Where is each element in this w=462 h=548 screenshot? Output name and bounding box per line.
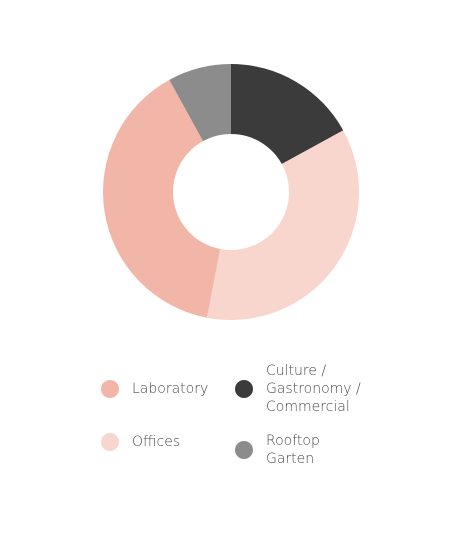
- legend-item: Offices: [101, 433, 232, 451]
- legend-swatch: [101, 433, 119, 451]
- donut-slice: [207, 130, 360, 320]
- donut-slice: [103, 79, 221, 318]
- legend-label: Offices: [132, 434, 181, 450]
- legend-label: Rooftop Garten: [266, 433, 320, 467]
- donut-slice: [231, 64, 344, 165]
- legend-swatch: [235, 380, 253, 398]
- donut-chart: [103, 64, 360, 320]
- donut-slice: [169, 64, 231, 142]
- legend-item: Laboratory: [101, 380, 232, 398]
- legend-label: Culture / Gastronomy / Commercial: [266, 363, 361, 415]
- legend-label: Laboratory: [132, 381, 209, 397]
- legend-swatch: [235, 441, 253, 459]
- legend-item: Culture / Gastronomy / Commercial: [235, 362, 366, 416]
- legend-swatch: [101, 380, 119, 398]
- legend-item: Rooftop Garten: [235, 432, 366, 468]
